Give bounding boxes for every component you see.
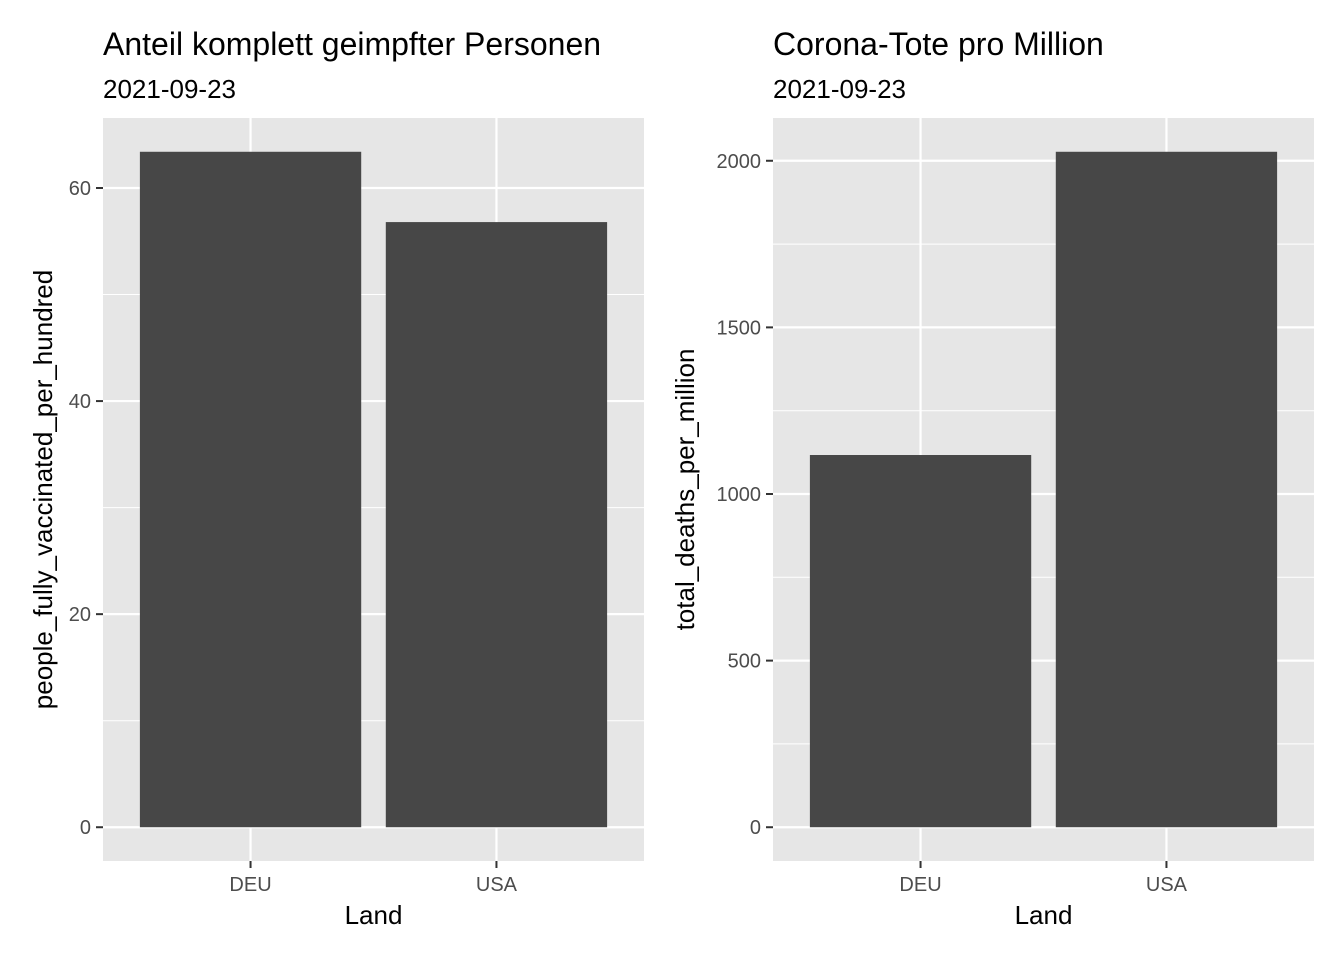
x-tick-label: DEU <box>899 874 941 896</box>
chart-title: Anteil komplett geimpfter Personen <box>103 26 601 62</box>
bar-usa <box>1055 151 1278 828</box>
y-tick-label: 0 <box>80 817 91 839</box>
x-tick-label: DEU <box>229 874 271 896</box>
x-axis-title: Land <box>1015 900 1073 930</box>
y-tick-label: 60 <box>69 178 91 200</box>
bar-deu <box>139 151 362 828</box>
chart-title: Corona-Tote pro Million <box>773 26 1104 62</box>
ticks: 0 20 40 60 DEU USA <box>69 178 518 896</box>
bar-usa <box>385 222 608 828</box>
y-tick-label: 0 <box>750 817 761 839</box>
y-tick-label: 500 <box>728 651 761 673</box>
bar-deu <box>809 455 1032 828</box>
y-tick-label: 1000 <box>717 484 762 506</box>
x-tick-label: USA <box>476 874 518 896</box>
bars <box>139 151 608 828</box>
y-axis-title: people_fully_vaccinated_per_hundred <box>28 270 58 709</box>
chart-deaths: Corona-Tote pro Million 2021-09-23 0 500 1… <box>670 26 1314 930</box>
y-axis-title: total_deaths_per_million <box>670 349 700 631</box>
bars <box>809 151 1278 828</box>
y-tick-label: 40 <box>69 391 91 413</box>
y-tick-label: 2000 <box>717 151 762 173</box>
y-tick-label: 20 <box>69 604 91 626</box>
chart-subtitle: 2021-09-23 <box>103 74 236 104</box>
chart-vaccination: Anteil komplett geimpfter Personen 2021-… <box>28 26 644 930</box>
ticks: 0 500 1000 1500 2000 DEU USA <box>717 151 1188 896</box>
x-tick-label: USA <box>1146 874 1188 896</box>
x-axis-title: Land <box>345 900 403 930</box>
y-tick-label: 1500 <box>717 317 762 339</box>
chart-subtitle: 2021-09-23 <box>773 74 906 104</box>
